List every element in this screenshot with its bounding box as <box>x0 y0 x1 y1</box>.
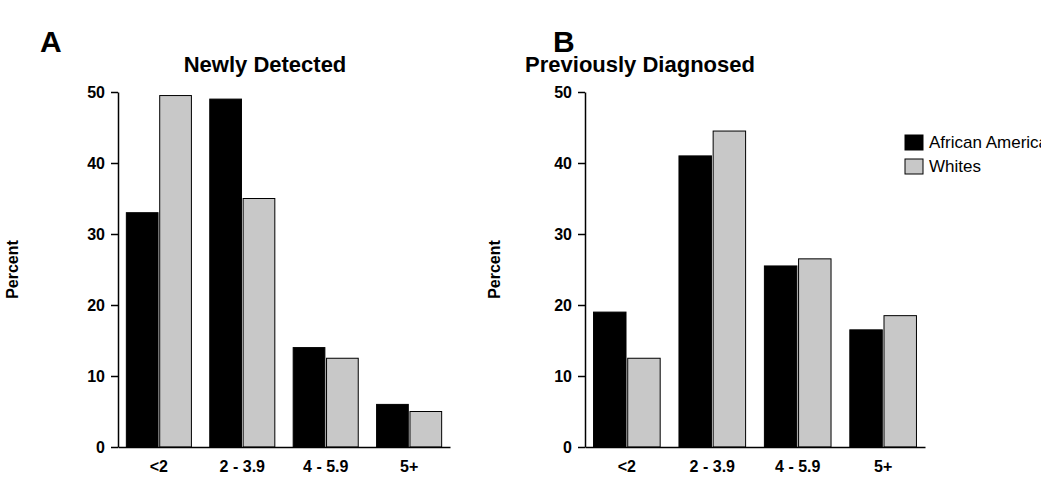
bar <box>210 99 242 447</box>
y-tick-label: 20 <box>554 297 572 314</box>
legend-label: Whites <box>929 157 981 176</box>
y-tick: 30 <box>87 226 118 243</box>
y-tick: 0 <box>96 439 118 456</box>
bar <box>126 213 158 447</box>
y-tick-mark <box>578 92 585 94</box>
x-axis-line <box>586 447 926 449</box>
bars <box>126 96 441 447</box>
x-tick: 4 - 5.9 <box>775 447 820 475</box>
figure: 0 10 20 30 40 50 <2 2 - 3.9 4 - 5.9 5+ A Newly Dete… <box>0 0 1041 498</box>
x-tick-label: <2 <box>150 458 168 475</box>
bar <box>884 316 916 447</box>
bars <box>594 131 917 447</box>
legend: African Americans Whites <box>905 133 1041 176</box>
y-tick: 30 <box>554 226 585 243</box>
y-tick-mark <box>578 305 585 307</box>
y-tick-label: 30 <box>87 226 105 243</box>
bar <box>410 412 442 448</box>
y-tick-mark <box>578 234 585 236</box>
x-tick: 2 - 3.9 <box>220 447 265 475</box>
y-axis-line <box>118 93 120 448</box>
x-tick: 5+ <box>874 447 892 475</box>
x-tick-label: 5+ <box>400 458 418 475</box>
y-tick: 20 <box>87 297 118 314</box>
bar <box>764 266 796 447</box>
title: Newly Detected <box>184 52 347 77</box>
x-tick: 4 - 5.9 <box>303 447 348 475</box>
x-tick-label: 4 - 5.9 <box>775 458 820 475</box>
x-tick: 2 - 3.9 <box>690 447 735 475</box>
x-tick-label: 5+ <box>874 458 892 475</box>
y-tick-label: 50 <box>554 84 572 101</box>
legend-swatch <box>905 159 923 174</box>
y-tick-label: 20 <box>87 297 105 314</box>
y-tick-label: 0 <box>96 439 105 456</box>
bar <box>799 259 831 447</box>
y-tick-label: 30 <box>554 226 572 243</box>
bar <box>679 156 711 447</box>
bar <box>628 358 660 447</box>
y-tick: 40 <box>554 155 585 172</box>
bar <box>713 131 745 447</box>
y-tick: 0 <box>563 439 585 456</box>
panel: 0 10 20 30 40 50 <2 2 - 3.9 4 - 5.9 5+ A Newly Dete… <box>4 25 451 475</box>
x-tick-label: 4 - 5.9 <box>303 458 348 475</box>
y-tick-label: 10 <box>87 368 105 385</box>
y-axis-line <box>585 93 587 448</box>
y-tick-mark <box>111 163 118 165</box>
y-axis-title: Percent <box>4 239 21 298</box>
title: Previously Diagnosed <box>525 52 755 77</box>
y-tick-mark <box>578 163 585 165</box>
y-tick: 10 <box>554 368 585 385</box>
x-tick-label: 2 - 3.9 <box>220 458 265 475</box>
y-tick: 10 <box>87 368 118 385</box>
y-tick: 50 <box>554 84 585 101</box>
bar <box>327 358 359 447</box>
bar <box>243 199 275 448</box>
x-tick-label: <2 <box>618 458 636 475</box>
x-axis-line <box>119 447 451 449</box>
y-tick: 40 <box>87 155 118 172</box>
bar <box>160 96 192 447</box>
y-tick-mark <box>111 92 118 94</box>
y-tick-mark <box>111 447 118 449</box>
y-tick-mark <box>578 447 585 449</box>
y-tick-label: 50 <box>87 84 105 101</box>
y-axis: 0 10 20 30 40 50 <box>87 84 118 456</box>
y-tick: 50 <box>87 84 118 101</box>
panel-label: A <box>40 25 62 58</box>
x-axis: <2 2 - 3.9 4 - 5.9 5+ <box>586 447 926 475</box>
x-tick: 5+ <box>400 447 418 475</box>
bar <box>293 348 325 447</box>
x-axis: <2 2 - 3.9 4 - 5.9 5+ <box>119 447 451 475</box>
bar <box>594 312 626 447</box>
y-tick-mark <box>578 376 585 378</box>
y-tick-label: 40 <box>554 155 572 172</box>
y-tick-label: 10 <box>554 368 572 385</box>
y-axis: 0 10 20 30 40 50 <box>554 84 585 456</box>
y-tick-mark <box>111 234 118 236</box>
legend-label: African Americans <box>929 133 1041 152</box>
bar <box>850 330 882 447</box>
x-tick-label: 2 - 3.9 <box>690 458 735 475</box>
y-tick-label: 0 <box>563 439 572 456</box>
x-tick: <2 <box>618 447 636 475</box>
x-tick: <2 <box>150 447 168 475</box>
legend-swatch <box>905 135 923 150</box>
bar <box>377 404 409 447</box>
y-tick: 20 <box>554 297 585 314</box>
panel: 01020304050<22 - 3.94 - 5.95+BPreviously… <box>486 25 1041 475</box>
y-tick-label: 40 <box>87 155 105 172</box>
y-tick-mark <box>111 305 118 307</box>
y-axis-title: Percent <box>486 239 503 298</box>
y-tick-mark <box>111 376 118 378</box>
